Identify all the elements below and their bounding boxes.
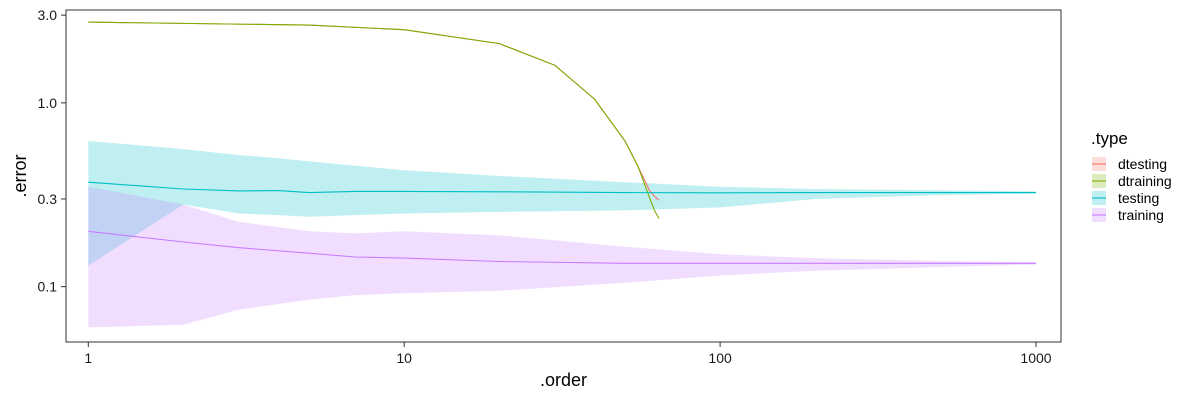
legend-label-testing: testing xyxy=(1118,190,1159,206)
legend-label-training: training xyxy=(1118,207,1164,223)
line-testing xyxy=(88,181,1036,194)
y-tick-label: 1.0 xyxy=(38,95,58,111)
confidence-bands xyxy=(88,141,1037,328)
x-axis-title: .order xyxy=(540,370,587,390)
legend-label-dtraining: dtraining xyxy=(1118,173,1172,189)
x-tick-label: 100 xyxy=(708,350,732,366)
band-testing xyxy=(88,141,1037,266)
y-tick-label: 3.0 xyxy=(38,7,58,23)
line-dtraining xyxy=(88,21,660,219)
y-tick-label: 0.3 xyxy=(38,191,58,207)
legend-label-dtesting: dtesting xyxy=(1118,156,1167,172)
band-training xyxy=(88,186,1037,328)
y-axis-title: .error xyxy=(10,154,30,197)
y-axis: 0.1 0.3 1.0 3.0 xyxy=(38,7,66,295)
x-tick-label: 10 xyxy=(396,350,412,366)
plot-panel-border xyxy=(65,9,1062,343)
legend-title: .type xyxy=(1091,129,1128,148)
series-lines xyxy=(88,21,1036,264)
x-tick-label: 1000 xyxy=(1020,350,1051,366)
line-training xyxy=(88,230,1036,264)
y-tick-label: 0.1 xyxy=(38,279,58,295)
x-tick-label: 1 xyxy=(84,350,92,366)
x-axis: 1 10 100 1000 xyxy=(84,342,1052,366)
